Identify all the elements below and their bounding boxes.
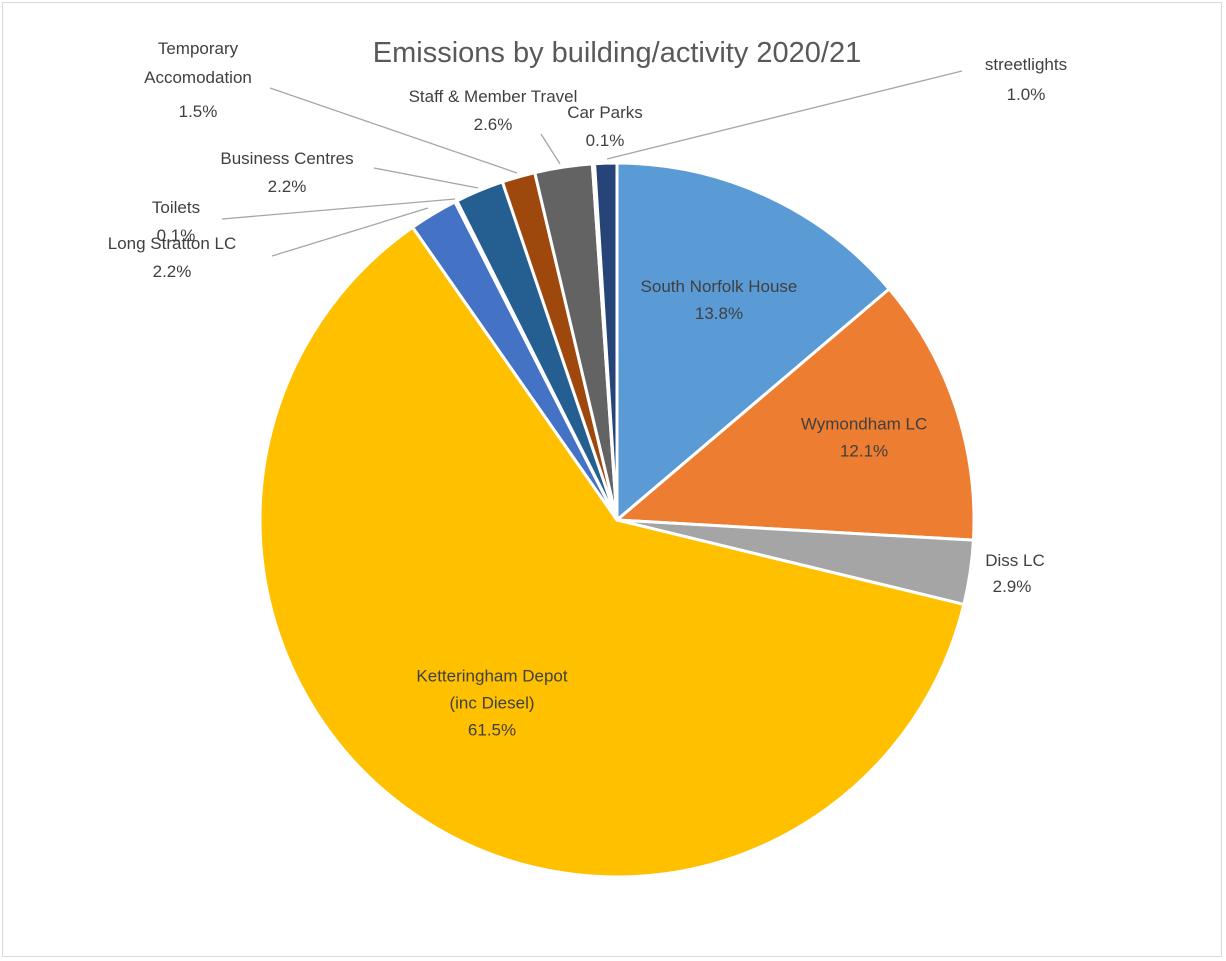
slice-label-toilets-name: Toilets (152, 198, 200, 217)
leader-line-staff-member-travel (540, 133, 561, 165)
pie-slice-ketteringham-depot-inc-diesel (258, 225, 966, 879)
slice-label-long-stratton-lc-name: Long Stratton LC (108, 234, 237, 253)
slice-labels: South Norfolk House 13.8% Wymondham LC 12.1… (108, 39, 1067, 740)
pie-slices (258, 161, 976, 879)
slice-label-diss-lc-name: Diss LC (985, 551, 1045, 570)
leader-line-long-stratton-lc (271, 207, 429, 257)
slice-label-staff-member-travel-name: Staff & Member Travel (409, 87, 578, 106)
leader-line-business-centres (373, 167, 479, 189)
leader-line-streetlights (606, 70, 963, 160)
leader-line-temporary-accomodation (269, 87, 518, 174)
pie-slice-south-norfolk-house (615, 161, 891, 522)
slice-label-car-parks-name: Car Parks (567, 103, 643, 122)
slice-label-long-stratton-lc-value: 2.2% (153, 262, 192, 281)
slice-label-streetlights-name: streetlights (985, 55, 1067, 74)
slice-label-temporary-accomodation-name-1: Accomodation (144, 68, 252, 87)
slice-label-streetlights-value: 1.0% (1007, 85, 1046, 104)
slice-label-staff-member-travel-value: 2.6% (474, 115, 513, 134)
slice-label-south-norfolk-house-name: South Norfolk House (641, 277, 798, 296)
slice-label-wymondham-lc-value: 12.1% (840, 442, 888, 461)
chart-title: Emissions by building/activity 2020/21 (373, 37, 861, 69)
slice-label-car-parks-value: 0.1% (586, 131, 625, 150)
slice-label-south-norfolk-house-value: 13.8% (695, 304, 743, 323)
slice-label-ketteringham-depot-inc-diesel-value: 61.5% (468, 721, 516, 740)
pie-slice-wymondham-lc (615, 287, 976, 542)
leader-lines (221, 70, 963, 257)
slice-label-toilets-value: 0.1% (157, 226, 196, 245)
slice-label-business-centres-name: Business Centres (220, 149, 353, 168)
leader-line-toilets (221, 198, 456, 220)
slice-label-temporary-accomodation-name: Temporary (158, 39, 239, 58)
slice-label-business-centres-value: 2.2% (268, 177, 307, 196)
slice-label-ketteringham-depot-inc-diesel-name: Ketteringham Depot (416, 667, 567, 686)
slice-label-ketteringham-depot-inc-diesel-name-1: (inc Diesel) (449, 694, 534, 713)
slice-label-diss-lc-value: 2.9% (993, 577, 1032, 596)
slice-label-temporary-accomodation-value: 1.5% (179, 102, 218, 121)
pie-slice-streetlights (593, 161, 619, 522)
slice-label-wymondham-lc-name: Wymondham LC (801, 415, 927, 434)
